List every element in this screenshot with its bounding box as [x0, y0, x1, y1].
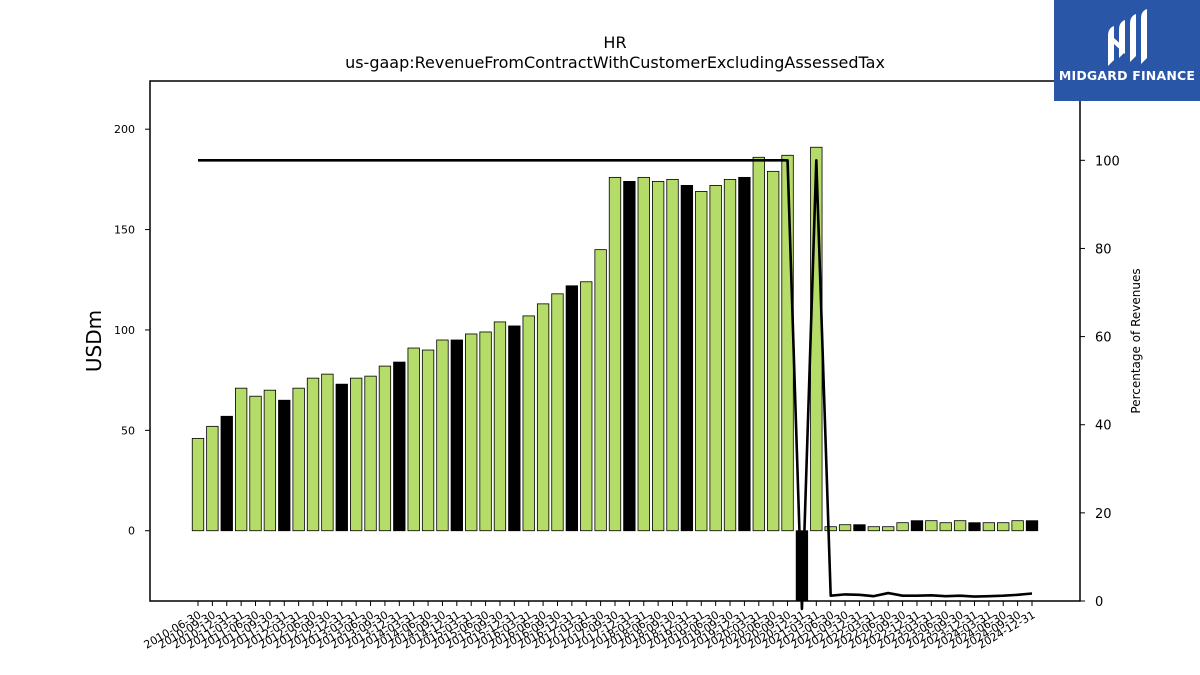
y2-tick-label: 20 — [1095, 507, 1112, 522]
bar-2015-06-30 — [479, 331, 492, 532]
bar-2010-12-31 — [220, 415, 233, 532]
bar-2011-09-30 — [263, 389, 277, 532]
bar-2020-09-30 — [781, 154, 794, 532]
brand-logo: MIDGARD FINANCE — [1054, 0, 1200, 101]
bar-2015-12-31 — [508, 325, 521, 532]
bar-2021-12-31 — [853, 524, 866, 532]
chart-subtitle: us-gaap:RevenueFromContractWithCustomerE… — [345, 53, 885, 72]
bar-2021-06-30 — [824, 526, 837, 532]
bar-2019-12-31 — [738, 176, 751, 532]
bar-series — [191, 146, 1039, 602]
bar-2019-06-30 — [709, 184, 722, 532]
bar-2020-03-31 — [752, 156, 765, 532]
bar-2019-09-30 — [723, 178, 737, 532]
y2-tick-label: 40 — [1095, 419, 1112, 434]
y-tick-label: 200 — [114, 123, 135, 136]
bar-2018-03-31 — [637, 176, 650, 532]
bar-2013-06-30 — [364, 375, 377, 532]
y2-tick-label: 80 — [1095, 242, 1112, 257]
bar-2013-03-31 — [350, 377, 363, 532]
bar-2024-09-30 — [1011, 520, 1024, 532]
bar-2014-06-30 — [421, 349, 435, 532]
logo-text: MIDGARD FINANCE — [1058, 68, 1196, 83]
bar-2023-03-31 — [925, 520, 938, 532]
bar-2022-06-30 — [882, 526, 895, 532]
bar-2011-06-30 — [249, 395, 262, 532]
bar-2016-09-30 — [551, 293, 564, 532]
bar-2019-03-31 — [695, 191, 708, 532]
bar-2016-12-31 — [565, 285, 579, 532]
bar-2021-09-30 — [838, 524, 852, 532]
bar-2017-12-31 — [623, 180, 636, 532]
bar-2010-09-30 — [206, 425, 219, 532]
y-tick-label: 50 — [121, 424, 135, 437]
bar-2012-03-31 — [292, 387, 305, 532]
y2-tick-label: 0 — [1095, 595, 1103, 610]
y2-tick-label: 100 — [1095, 154, 1120, 169]
bar-2011-03-31 — [234, 387, 248, 532]
bar-2012-06-30 — [306, 377, 320, 532]
x-axis-ticks: 2010-06-302010-09-302010-12-312011-03-31… — [142, 601, 1038, 652]
bar-2015-09-30 — [493, 321, 507, 532]
bar-2016-06-30 — [536, 303, 550, 532]
y-axis-label: USDm — [82, 310, 106, 372]
bar-2024-06-30 — [997, 522, 1010, 532]
bar-2015-03-31 — [465, 333, 478, 532]
bar-2014-03-31 — [407, 347, 420, 532]
bar-2011-12-31 — [278, 399, 291, 532]
percentage-line — [198, 159, 1033, 611]
logo-mark-icon — [1108, 9, 1147, 66]
bar-2016-03-31 — [522, 315, 535, 532]
bar-2021-03-31 — [810, 146, 823, 532]
bar-2017-06-30 — [594, 249, 607, 532]
bar-2014-09-30 — [436, 339, 449, 532]
bar-2023-09-30 — [953, 520, 967, 532]
bar-2018-06-30 — [651, 180, 665, 532]
bar-2023-06-30 — [939, 522, 952, 532]
bar-2020-06-30 — [767, 170, 780, 532]
bar-2013-09-30 — [378, 365, 392, 532]
bar-2017-03-31 — [580, 281, 593, 532]
y-tick-label: 150 — [114, 224, 135, 237]
chart-title: HR — [603, 33, 626, 52]
bar-2022-03-31 — [867, 526, 880, 532]
bar-2024-12-31 — [1025, 520, 1039, 532]
bar-2018-12-31 — [680, 184, 694, 532]
y-tick-label: 0 — [128, 525, 135, 538]
bar-2013-12-31 — [393, 361, 406, 532]
bar-2018-09-30 — [666, 178, 679, 532]
line-series — [198, 159, 1033, 611]
bar-2012-12-31 — [335, 383, 348, 532]
bar-2014-12-31 — [450, 339, 463, 532]
y2-tick-label: 60 — [1095, 331, 1112, 346]
y2-axis-ticks: 0 20 40 60 80 100 — [1080, 154, 1120, 610]
bar-2022-12-31 — [910, 520, 924, 532]
bar-2024-03-31 — [982, 522, 996, 532]
bar-2010-06-30 — [191, 437, 205, 532]
bar-2023-12-31 — [968, 522, 981, 532]
y2-axis-label: Percentage of Revenues — [1129, 268, 1143, 413]
bar-2012-09-30 — [321, 373, 334, 532]
bar-2022-09-30 — [896, 522, 909, 532]
y-axis-ticks: 0 50 100 150 200 — [114, 123, 150, 538]
bar-2017-09-30 — [608, 176, 622, 532]
y-tick-label: 100 — [114, 324, 135, 337]
